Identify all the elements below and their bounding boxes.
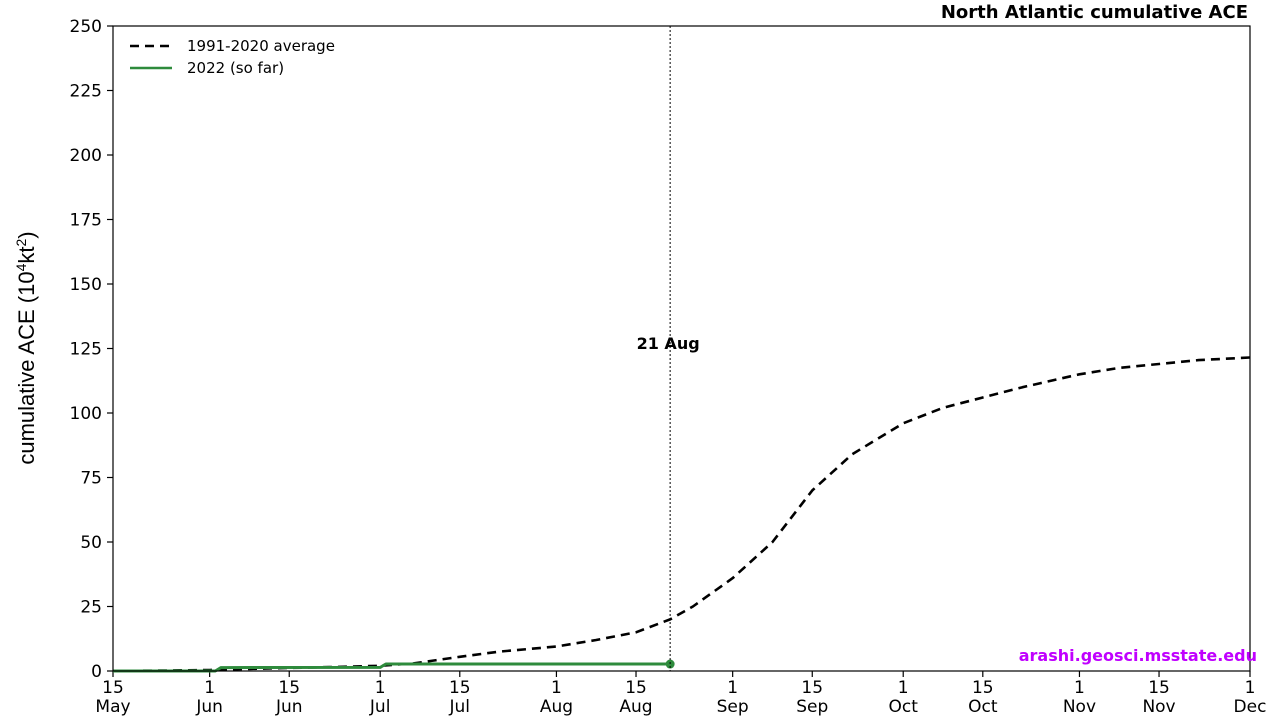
x-tick-label-month: Nov	[1063, 697, 1096, 717]
x-tick-label-month: Nov	[1142, 697, 1175, 717]
ylabel-sup1: 4	[13, 263, 29, 271]
x-tick-label-month: Dec	[1234, 697, 1267, 717]
legend: 1991-2020 average 2022 (so far)	[130, 37, 335, 77]
chart-title: North Atlantic cumulative ACE	[941, 2, 1248, 23]
x-tick-label-day: 1	[727, 678, 738, 698]
date-marker-label: 21 Aug	[637, 334, 700, 353]
x-tick-label-month: Jul	[369, 697, 391, 717]
y-tick-label: 0	[91, 662, 102, 682]
x-tick-label-month: Oct	[889, 697, 919, 717]
y-axis-ticks: 0 25 50 75 100 125 150 175 200 225 250	[70, 17, 113, 682]
x-tick-label-month: Aug	[619, 697, 652, 717]
legend-label-2022: 2022 (so far)	[187, 59, 284, 77]
x-tick-label-day: 1	[1245, 678, 1256, 698]
y-tick-label: 25	[80, 598, 102, 618]
y-tick-label: 100	[70, 404, 102, 424]
x-tick-label-day: 15	[1148, 678, 1170, 698]
x-tick-label-day: 15	[625, 678, 647, 698]
x-tick-label-day: 1	[1074, 678, 1085, 698]
ylabel-sup2: 2	[13, 239, 29, 247]
ylabel-main: cumulative ACE (10	[14, 271, 39, 464]
y-tick-label: 125	[70, 340, 102, 360]
x-tick-label-day: 1	[375, 678, 386, 698]
x-tick-label-day: 15	[278, 678, 300, 698]
x-tick-label-day: 1	[898, 678, 909, 698]
x-tick-label-month: Jul	[449, 697, 471, 717]
x-axis-ticks: 15May1Jun15Jun1Jul15Jul1Aug15Aug1Sep15Se…	[95, 671, 1266, 717]
x-tick-label-day: 15	[449, 678, 471, 698]
y-tick-label: 250	[70, 17, 102, 37]
x-tick-label-month: May	[95, 697, 130, 717]
y-tick-label: 75	[80, 469, 102, 489]
x-tick-label-day: 15	[972, 678, 994, 698]
legend-label-average: 1991-2020 average	[187, 37, 335, 55]
x-tick-label-day: 15	[801, 678, 823, 698]
x-tick-label-month: Sep	[796, 697, 828, 717]
x-tick-label-month: Sep	[717, 697, 749, 717]
x-tick-label-day: 1	[551, 678, 562, 698]
ylabel-mid: kt	[14, 247, 39, 264]
y-tick-label: 50	[80, 533, 102, 553]
x-tick-label-day: 1	[204, 678, 215, 698]
x-tick-label-day: 15	[102, 678, 124, 698]
x-tick-label-month: Jun	[275, 697, 303, 717]
ylabel-end: )	[14, 231, 39, 238]
series-2022-endpoint	[665, 659, 675, 669]
plot-frame	[112, 25, 1251, 672]
y-tick-label: 225	[70, 82, 102, 102]
y-tick-label: 175	[70, 211, 102, 231]
y-tick-label: 150	[70, 275, 102, 295]
svg-text:cumulative ACE (104kt2): cumulative ACE (104kt2)	[13, 231, 39, 464]
x-tick-label-month: Oct	[968, 697, 998, 717]
credit-text: arashi.geosci.msstate.edu	[1019, 646, 1257, 665]
x-tick-label-month: Jun	[195, 697, 223, 717]
y-tick-label: 200	[70, 146, 102, 166]
x-tick-label-month: Aug	[540, 697, 573, 717]
y-axis-label: cumulative ACE (104kt2)	[13, 231, 39, 464]
